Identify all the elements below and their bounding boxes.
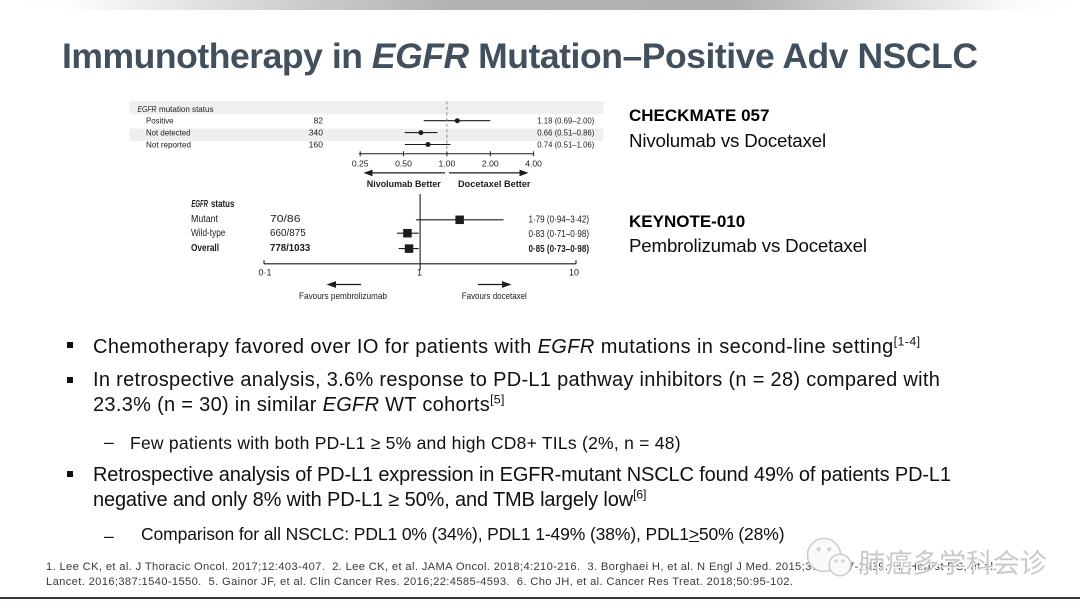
svg-text:0.66 (0.51–0.86): 0.66 (0.51–0.86): [537, 128, 594, 138]
svg-text:1: 1: [417, 268, 422, 278]
svg-text:160: 160: [309, 139, 324, 149]
svg-text:0·1: 0·1: [258, 268, 271, 278]
svg-text:0.50: 0.50: [395, 158, 412, 168]
svg-text:Favours docetaxel: Favours docetaxel: [462, 291, 527, 301]
svg-text:0·83 (0·71–0·98): 0·83 (0·71–0·98): [529, 229, 590, 240]
svg-text:status: status: [211, 199, 235, 210]
svg-text:Wild-type: Wild-type: [191, 228, 226, 239]
svg-text:Nivolumab Better: Nivolumab Better: [367, 179, 441, 189]
svg-text:1.18 (0.69–2.00): 1.18 (0.69–2.00): [537, 116, 594, 126]
svg-text:82: 82: [313, 116, 323, 126]
svg-text:0.25: 0.25: [352, 158, 369, 168]
svg-text:660/875: 660/875: [270, 228, 306, 239]
svg-text:Mutant: Mutant: [191, 214, 218, 225]
svg-text:4.00: 4.00: [525, 158, 542, 168]
svg-text:mutation status: mutation status: [159, 104, 214, 114]
svg-text:70/86: 70/86: [270, 214, 301, 225]
svg-text:Overall: Overall: [191, 243, 219, 254]
svg-text:1.00: 1.00: [439, 158, 456, 168]
svg-text:Positive: Positive: [146, 116, 174, 126]
svg-text:EGFR: EGFR: [191, 199, 208, 210]
svg-text:Favours pembrolizumab: Favours pembrolizumab: [299, 291, 387, 301]
svg-text:Docetaxel Better: Docetaxel Better: [458, 179, 531, 189]
svg-text:Not reported: Not reported: [146, 139, 191, 149]
svg-text:EGFR: EGFR: [138, 104, 157, 114]
svg-text:2.00: 2.00: [482, 158, 499, 168]
svg-text:340: 340: [309, 128, 324, 138]
svg-text:10: 10: [569, 268, 579, 278]
svg-text:Not detected: Not detected: [146, 128, 191, 138]
svg-text:0.74 (0.51–1.06): 0.74 (0.51–1.06): [537, 139, 594, 149]
svg-text:1·79 (0·94–3·42): 1·79 (0·94–3·42): [529, 215, 590, 226]
svg-text:778/1033: 778/1033: [270, 243, 311, 254]
svg-text:0·85 (0·73–0·98): 0·85 (0·73–0·98): [529, 244, 590, 255]
